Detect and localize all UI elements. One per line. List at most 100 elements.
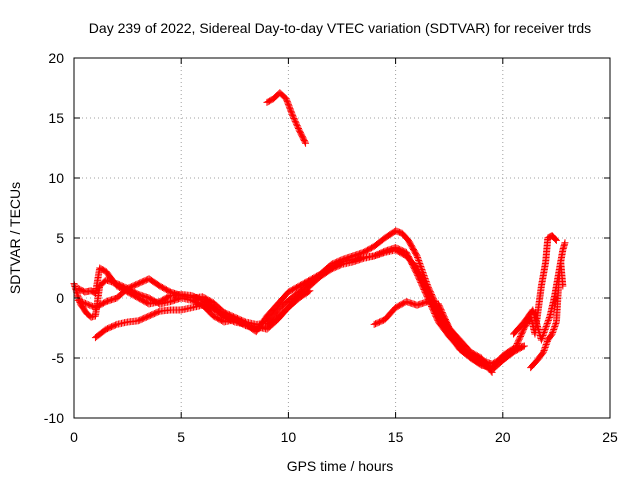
x-tick-labels: 0 5 10 15 20 25: [70, 429, 618, 445]
y-tick-labels: -10 -5 0 5 10 15 20: [44, 50, 64, 426]
data-point: [552, 235, 560, 243]
y-tick-label: 10: [48, 170, 64, 186]
data-point: [540, 347, 548, 354]
data-point: [542, 324, 550, 332]
x-tick-label: 20: [495, 429, 511, 445]
x-tick-label: 15: [388, 429, 404, 445]
data-point: [552, 236, 560, 244]
x-tick-label: 10: [281, 429, 297, 445]
data-point: [520, 342, 528, 350]
y-axis-label: SDTVAR / TECUs: [7, 182, 23, 294]
data-point: [543, 321, 551, 329]
data-point: [545, 315, 553, 323]
data-point: [83, 300, 91, 308]
data-point: [549, 329, 557, 336]
data-point: [337, 259, 345, 267]
data-point: [540, 330, 548, 338]
data-point: [415, 258, 423, 266]
data-point: [416, 260, 424, 267]
data-point: [291, 117, 299, 125]
y-tick-label: 0: [56, 290, 64, 306]
x-tick-label: 25: [602, 429, 618, 445]
axis-ticks: [73, 57, 611, 419]
data-point: [543, 339, 551, 347]
data-point: [541, 326, 549, 333]
data-point: [548, 330, 556, 338]
data-point: [294, 123, 302, 131]
data-point: [542, 341, 550, 348]
data-point: [77, 298, 85, 306]
y-tick-label: 5: [56, 230, 64, 246]
data-point: [544, 318, 552, 326]
data-point: [561, 239, 569, 247]
data-point: [292, 119, 300, 127]
data-point: [80, 299, 88, 307]
y-tick-label: 20: [48, 50, 64, 66]
data-point: [293, 122, 301, 130]
data-point: [76, 297, 84, 305]
data-point: [291, 116, 299, 124]
data-point: [289, 112, 297, 120]
data-point: [537, 336, 545, 344]
data-point: [538, 333, 546, 341]
y-tick-label: -5: [52, 350, 65, 366]
data-point: [550, 324, 558, 332]
data-point: [86, 301, 94, 309]
data-point: [302, 139, 310, 147]
data-point: [413, 252, 421, 260]
data-point: [539, 332, 547, 339]
data-points: [70, 89, 569, 376]
data-point: [540, 348, 548, 356]
data-point: [87, 302, 95, 310]
chart-title: Day 239 of 2022, Sidereal Day-to-day VTE…: [89, 20, 591, 36]
series-track-2: [74, 246, 528, 374]
data-point: [551, 321, 559, 329]
data-point: [540, 329, 548, 336]
y-tick-label: 15: [48, 110, 64, 126]
data-point: [154, 308, 162, 316]
data-point: [488, 368, 496, 376]
data-point: [544, 317, 552, 324]
data-point: [542, 323, 550, 330]
data-point: [415, 257, 423, 264]
data-point: [541, 327, 549, 335]
data-point: [538, 335, 546, 342]
data-point: [301, 138, 309, 146]
series-track-4: [91, 287, 314, 342]
data-point: [551, 323, 559, 330]
data-point: [550, 326, 558, 333]
x-tick-label: 5: [177, 429, 185, 445]
data-point: [552, 320, 560, 327]
data-point: [84, 301, 92, 309]
data-point: [240, 321, 248, 329]
data-point: [293, 120, 301, 128]
data-point: [414, 255, 422, 263]
data-point: [545, 314, 553, 321]
data-point: [549, 327, 557, 335]
data-point: [290, 114, 298, 122]
grid-lines: [74, 58, 610, 418]
x-tick-label: 0: [70, 429, 78, 445]
data-point: [519, 343, 527, 351]
data-point: [414, 254, 422, 261]
data-point: [306, 287, 314, 295]
data-point: [288, 110, 296, 118]
data-point: [81, 299, 89, 307]
series-track-6: [263, 89, 310, 147]
data-point: [416, 261, 424, 269]
data-point: [487, 367, 495, 375]
data-point: [542, 342, 550, 350]
data-point: [305, 288, 313, 296]
data-point: [541, 344, 549, 351]
data-point: [541, 345, 549, 353]
series-track-7: [499, 232, 560, 362]
series-track-3: [74, 244, 507, 368]
x-axis-label: GPS time / hours: [287, 458, 394, 474]
data-point: [543, 320, 551, 327]
series-track-9: [527, 258, 567, 372]
data-point: [79, 298, 87, 306]
data-point: [559, 282, 567, 290]
data-point: [112, 321, 120, 329]
y-tick-label: -10: [44, 410, 64, 426]
